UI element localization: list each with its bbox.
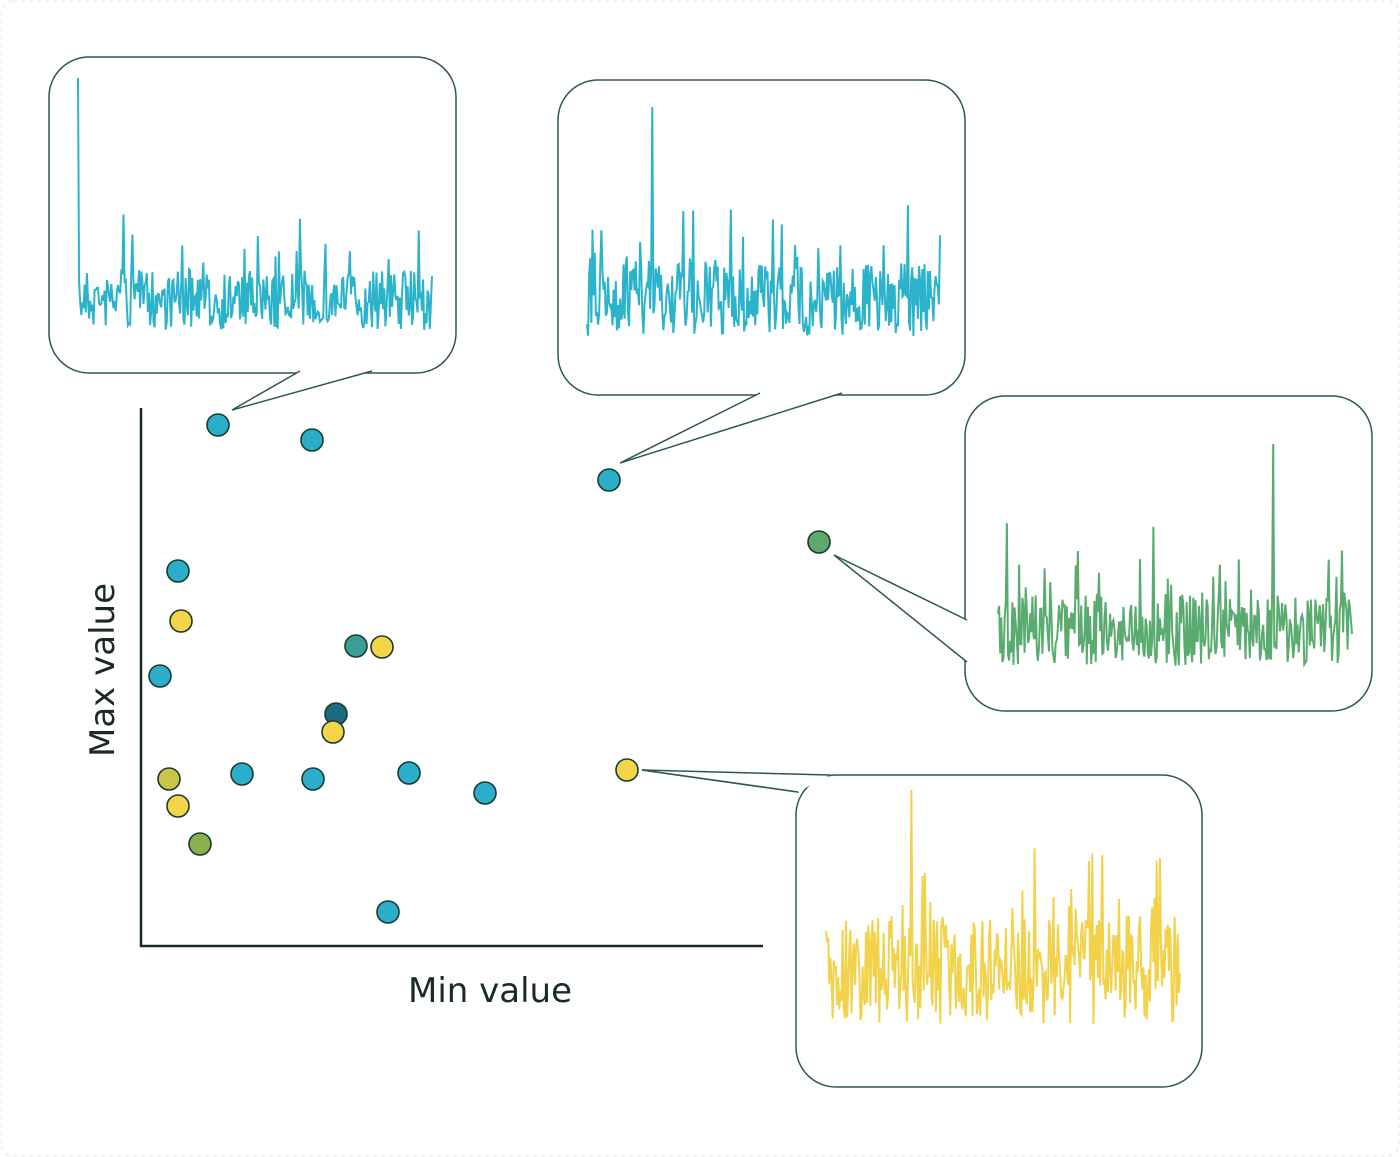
point bbox=[188, 832, 212, 856]
point bbox=[344, 634, 368, 658]
point bbox=[321, 720, 345, 744]
callout-tail bbox=[833, 554, 968, 663]
point bbox=[166, 794, 190, 818]
point bbox=[473, 781, 497, 805]
y-axis-label: Max value bbox=[83, 583, 123, 757]
point bbox=[166, 559, 190, 583]
point bbox=[615, 758, 639, 782]
sparkline bbox=[997, 443, 1353, 668]
point bbox=[300, 428, 324, 452]
callout-box bbox=[48, 56, 457, 374]
point bbox=[169, 609, 193, 633]
callout-box bbox=[795, 774, 1203, 1088]
point bbox=[597, 468, 621, 492]
x-axis-label: Min value bbox=[408, 971, 572, 1011]
callout-tail bbox=[619, 392, 843, 464]
callout-tail bbox=[231, 370, 373, 411]
point bbox=[157, 767, 181, 791]
sparkline bbox=[586, 106, 941, 337]
callout-box bbox=[557, 79, 966, 396]
callout-box bbox=[964, 395, 1373, 712]
point bbox=[807, 530, 831, 554]
point bbox=[370, 635, 394, 659]
points bbox=[148, 413, 831, 924]
point bbox=[376, 900, 400, 924]
sparkline bbox=[825, 789, 1181, 1024]
point bbox=[397, 761, 421, 785]
point bbox=[206, 413, 230, 437]
point bbox=[148, 664, 172, 688]
point bbox=[301, 767, 325, 791]
callout-tail bbox=[641, 769, 831, 793]
sparkline bbox=[77, 77, 433, 330]
point bbox=[230, 762, 254, 786]
